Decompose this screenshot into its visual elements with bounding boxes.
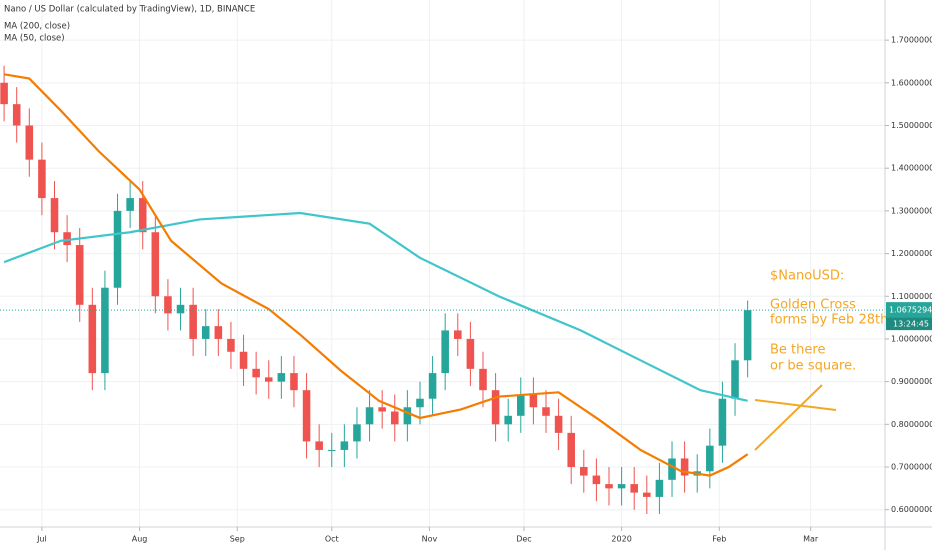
y-tick-label: 1.2000000: [891, 249, 932, 258]
annotation: $NanoUSD:: [770, 269, 844, 284]
x-tick-label: Mar: [803, 535, 819, 544]
candle-body: [680, 458, 689, 476]
candle-body: [416, 398, 424, 408]
y-tick-label: 1.0000000: [891, 334, 932, 343]
candle-body: [655, 479, 664, 497]
candle-body: [466, 338, 475, 369]
y-tick-label: 1.1000000: [891, 292, 932, 301]
candle-body: [592, 475, 601, 485]
candle-body: [88, 304, 97, 374]
candle-body: [101, 287, 109, 374]
candle-body: [731, 360, 739, 399]
moving-average-line: [3, 73, 749, 477]
candle-body: [315, 441, 323, 450]
countdown-label: 13:24:45: [893, 320, 929, 329]
candle-body: [453, 330, 462, 339]
candle-body: [630, 484, 638, 493]
x-tick-label: Nov: [422, 535, 438, 544]
candle-body: [38, 159, 46, 199]
candle-body: [189, 304, 197, 339]
y-tick-label: 1.5000000: [891, 121, 932, 130]
candle-body: [327, 449, 336, 451]
candle-body: [340, 441, 349, 450]
candle-body: [743, 310, 752, 361]
candle-body: [264, 377, 273, 382]
candle-body: [126, 198, 134, 211]
candle-body: [403, 407, 412, 425]
candle-body: [239, 351, 248, 369]
y-tick-label: 0.8000000: [891, 420, 932, 429]
x-tick-label: Feb: [712, 535, 726, 544]
candle-body: [227, 338, 235, 352]
candle-body: [25, 125, 34, 160]
y-tick-label: 1.6000000: [891, 78, 932, 87]
candle-body: [164, 296, 172, 314]
candle-body: [580, 467, 588, 476]
legend-entry: MA (50, close): [4, 34, 65, 44]
drawn-trend-line: [754, 399, 837, 411]
candle-body: [567, 432, 575, 468]
x-tick-label: Dec: [516, 535, 531, 544]
candle-body: [554, 415, 563, 433]
chart-title: Nano / US Dollar (calculated by TradingV…: [4, 5, 255, 15]
candle-body: [63, 232, 71, 246]
y-tick-label: 0.7000000: [891, 463, 932, 472]
candle-body: [201, 326, 210, 339]
candle-body: [302, 390, 311, 442]
candle-body: [75, 245, 84, 305]
y-tick-label: 0.6000000: [891, 505, 932, 514]
y-tick-label: 1.3000000: [891, 206, 932, 215]
candle-body: [643, 492, 651, 497]
x-tick-label: 2020: [611, 535, 631, 544]
x-tick-label: Jul: [36, 535, 47, 544]
candle-body: [252, 368, 260, 378]
x-tick-label: Aug: [132, 535, 148, 544]
candle-body: [290, 373, 298, 391]
candle-body: [542, 407, 550, 416]
candle-body: [428, 373, 437, 399]
y-tick-label: 1.4000000: [891, 164, 932, 173]
candle-body: [277, 373, 286, 382]
drawn-trend-line: [754, 384, 823, 451]
candle-body: [214, 326, 223, 339]
candle-body: [50, 198, 59, 233]
x-tick-label: Oct: [325, 535, 339, 544]
candle-body: [378, 407, 386, 412]
last-price-label: 1.0675294: [889, 306, 932, 315]
candle-body: [365, 407, 374, 425]
candle-body: [441, 330, 449, 374]
candle-body: [668, 458, 676, 480]
countdown-tag: [886, 317, 932, 331]
candle-body: [151, 232, 160, 297]
candle-body: [529, 394, 538, 408]
candle-body: [176, 304, 185, 314]
annotation: forms by Feb 28th.: [770, 313, 892, 328]
moving-average-line: [3, 211, 748, 402]
candle-body: [504, 415, 512, 425]
x-tick-label: Sep: [230, 535, 245, 544]
y-tick-label: 1.7000000: [891, 36, 932, 45]
candle-body: [718, 398, 727, 446]
candle-body: [706, 445, 714, 472]
candle-body: [517, 394, 525, 416]
candle-body: [491, 390, 500, 425]
y-tick-label: 0.9000000: [891, 377, 932, 386]
annotation: Be there: [770, 343, 825, 358]
candle-body: [617, 484, 626, 489]
candle-body: [12, 104, 21, 126]
candle-body: [0, 82, 8, 105]
candle-body: [479, 368, 487, 391]
candle-body: [605, 484, 613, 489]
legend-entry: MA (200, close): [4, 22, 70, 32]
candle-body: [113, 210, 122, 288]
last-price-tag: [886, 302, 932, 318]
annotation: Golden Cross: [770, 298, 856, 313]
candle-body: [353, 424, 361, 442]
candle-body: [138, 198, 147, 233]
annotation: or be square.: [770, 359, 856, 374]
candle-body: [390, 411, 399, 425]
